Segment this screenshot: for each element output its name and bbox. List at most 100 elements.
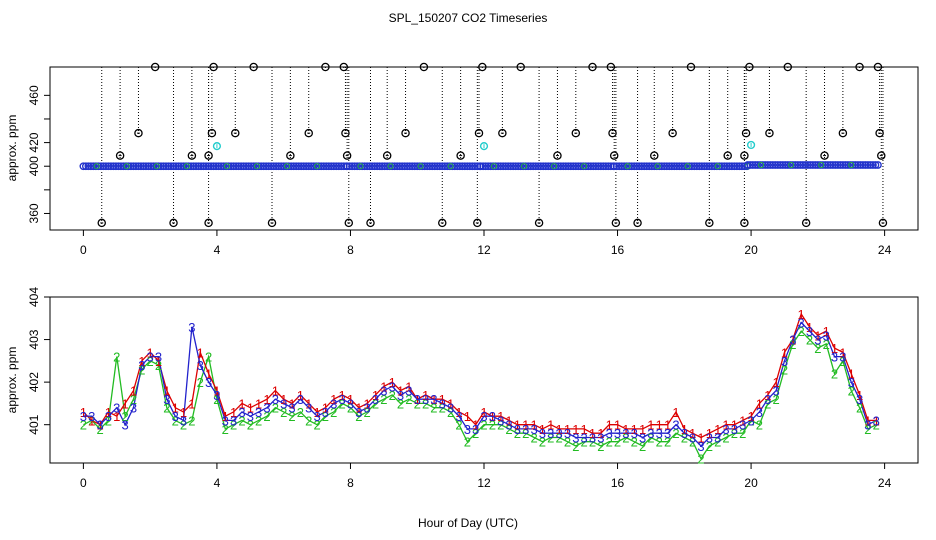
series-marker-2: 2	[372, 396, 379, 411]
series-marker-2: 2	[722, 430, 729, 445]
series-marker-2: 2	[330, 405, 337, 420]
outlier-point	[344, 218, 354, 228]
series-marker-3: 3	[656, 426, 663, 441]
series-marker-2: 2	[798, 324, 805, 339]
series-marker-1: 1	[622, 422, 629, 437]
baseline-point	[405, 162, 414, 171]
baseline-point	[224, 162, 233, 171]
series-marker-1: 1	[330, 392, 337, 407]
baseline-point	[272, 162, 281, 171]
baseline-point	[864, 161, 872, 169]
baseline-point	[773, 161, 782, 169]
baseline-point-green	[551, 163, 558, 170]
series-marker-2: 2	[814, 341, 821, 356]
baseline-point	[343, 162, 352, 171]
baseline-point	[149, 162, 158, 171]
baseline-point	[499, 162, 508, 171]
baseline-point	[828, 161, 837, 169]
series-marker-1: 1	[230, 405, 237, 420]
baseline-point	[403, 162, 412, 171]
series-marker-3: 3	[305, 401, 312, 416]
series-marker-3: 3	[714, 430, 721, 445]
series-marker-1: 1	[355, 401, 362, 416]
baseline-point	[329, 162, 338, 171]
series-marker-1: 1	[555, 422, 562, 437]
series-marker-2: 2	[96, 422, 103, 437]
series-marker-1: 1	[322, 401, 329, 416]
baseline-point	[373, 162, 382, 171]
series-marker-1: 1	[188, 396, 195, 411]
baseline-point	[680, 162, 689, 171]
series-marker-2: 2	[772, 392, 779, 407]
series-marker-1: 1	[781, 345, 788, 360]
outlier-point	[249, 62, 258, 72]
baseline-point	[793, 161, 802, 169]
baseline-point	[423, 162, 432, 171]
series-marker-1: 1	[756, 396, 763, 411]
series-marker-3: 3	[772, 384, 779, 399]
baseline-point	[657, 162, 666, 171]
series-marker-3: 3	[238, 405, 245, 420]
series-marker-2: 2	[689, 435, 696, 450]
baseline-point	[202, 162, 210, 171]
outlier-point	[608, 128, 617, 138]
baseline-point	[254, 162, 263, 171]
baseline-point	[715, 162, 724, 171]
baseline-point	[204, 162, 213, 171]
baseline-point	[660, 162, 669, 171]
baseline-point	[319, 162, 328, 171]
series-marker-1: 1	[430, 392, 437, 407]
series-marker-2: 2	[347, 401, 354, 416]
baseline-point	[833, 161, 842, 169]
baseline-point	[861, 161, 870, 169]
baseline-point	[192, 162, 200, 171]
outlier-point	[606, 62, 616, 72]
x-tick-label: 20	[744, 243, 758, 257]
baseline-point	[687, 162, 696, 171]
baseline-point	[599, 162, 608, 171]
series-marker-3: 3	[497, 413, 504, 428]
baseline-point	[569, 162, 578, 171]
baseline-point	[551, 162, 560, 171]
baseline-point-green	[357, 163, 364, 170]
baseline-point	[665, 162, 674, 171]
outlier-point	[723, 151, 732, 160]
baseline-point	[104, 162, 113, 171]
series-marker-3: 3	[205, 375, 212, 390]
outlier-point	[745, 62, 754, 72]
baseline-point	[620, 162, 629, 171]
baseline-point	[112, 162, 120, 171]
series-marker-3: 3	[564, 426, 571, 441]
series-marker-2: 2	[188, 413, 195, 428]
baseline-point	[650, 162, 659, 171]
baseline-point	[184, 162, 193, 171]
outlier-point	[321, 62, 330, 72]
baseline-point	[172, 162, 180, 171]
outlier-point	[204, 218, 213, 228]
series-marker-2: 2	[597, 439, 604, 454]
outlier-point	[553, 151, 562, 160]
series-marker-1: 1	[514, 418, 521, 433]
baseline-point	[229, 162, 238, 171]
series-marker-3: 3	[814, 333, 821, 348]
top-panel-spike-plot: approx. ppm 0 4 8 12 16 20 24 360 400 420 460	[5, 62, 919, 257]
outlier-point	[855, 62, 864, 72]
series-marker-2: 2	[147, 354, 154, 369]
series-marker-3: 3	[706, 430, 713, 445]
series-marker-3: 3	[405, 384, 412, 399]
baseline-point	[831, 161, 840, 169]
outlier-point	[207, 128, 217, 138]
series-marker-1: 1	[530, 418, 537, 433]
series-marker-1: 1	[681, 422, 688, 437]
baseline-point	[299, 162, 308, 171]
series-marker-3: 3	[397, 388, 404, 403]
baseline-point	[778, 161, 787, 169]
baseline-point	[219, 162, 228, 171]
baseline-point	[675, 162, 684, 171]
series-marker-2: 2	[639, 439, 646, 454]
baseline-point-green	[313, 163, 321, 170]
series-marker-2: 2	[480, 418, 487, 433]
baseline-point	[801, 161, 810, 169]
outlier-point	[478, 62, 487, 72]
outlier-point	[783, 62, 793, 72]
